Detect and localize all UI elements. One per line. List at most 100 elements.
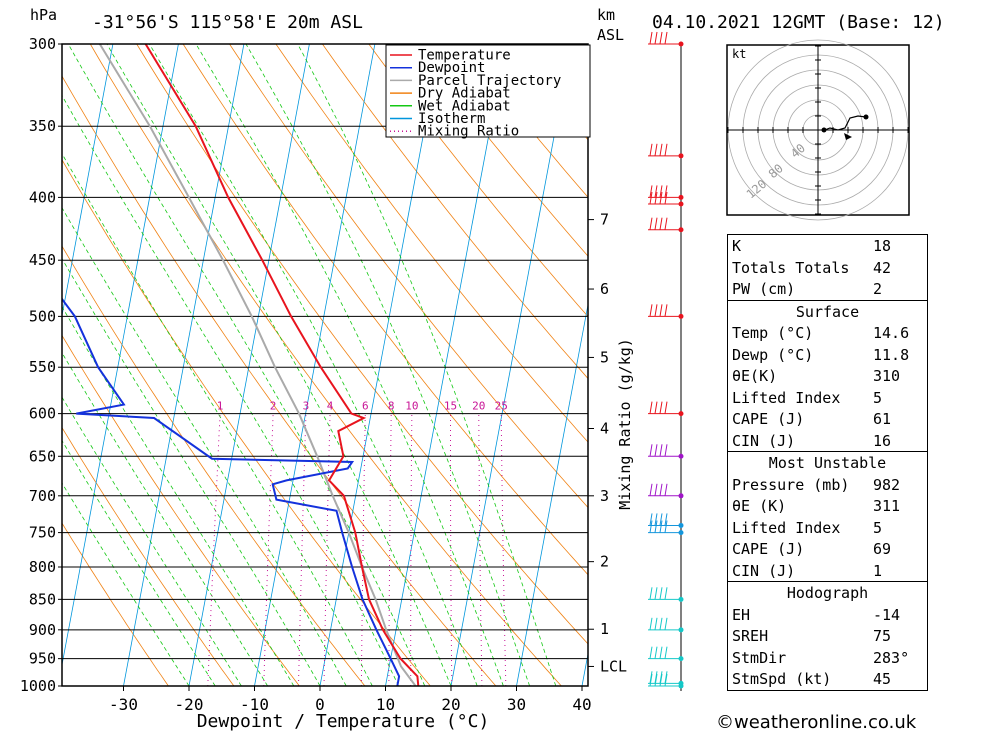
index-row: K 18 (732, 237, 892, 255)
legend-entry: Isotherm (418, 111, 485, 127)
mu-row: Pressure (mb) 982 (732, 475, 901, 494)
most-unstable-title: Most Unstable (728, 451, 927, 474)
temp-tick-label: 30 (507, 695, 526, 714)
dry-adiabat (322, 44, 588, 380)
isotherm (450, 44, 572, 686)
wind-barb (648, 31, 684, 47)
mu-row: Lifted Index 5 (732, 518, 883, 537)
km-tick-label: 2 (600, 553, 609, 571)
legend-entry: Parcel Trajectory (418, 73, 561, 89)
surface-row: Temp (°C) 14.6 (732, 324, 910, 342)
datetime-title: 04.10.2021 12GMT (Base: 12) (652, 12, 945, 33)
pressure-tick-label: 300 (29, 35, 56, 53)
pressure-tick-label: 700 (29, 487, 56, 505)
wet-adiabat (297, 44, 557, 686)
wind-barb (648, 185, 684, 200)
wet-adiabat (62, 482, 190, 686)
asl-label: ASL (597, 26, 625, 44)
isotherm (319, 44, 441, 686)
km-label: km (597, 6, 616, 24)
dewpoint-line (62, 297, 401, 686)
wind-barb (648, 587, 684, 602)
location-title: -31°56'S 115°58'E 20m ASL (92, 12, 363, 33)
pressure-tick-label: 800 (29, 558, 56, 576)
hodograph-point (821, 127, 827, 133)
mixing-ratio-line (298, 413, 307, 686)
wind-barb (648, 483, 684, 499)
mixing-ratio-axis-label: Mixing Ratio (g/kg) (616, 338, 634, 510)
wind-barb (648, 444, 684, 459)
parcel-trajectory-line (98, 44, 417, 686)
pressure-tick-label: 900 (29, 621, 56, 639)
pressure-tick-label: 600 (29, 405, 56, 423)
legend-entry: Wet Adiabat (418, 98, 511, 114)
hpa-label: hPa (30, 6, 58, 24)
surface-title: Surface (728, 299, 927, 323)
pressure-tick-label: 650 (29, 447, 56, 465)
km-tick-label: 7 (600, 211, 609, 229)
temp-tick-label: 10 (376, 695, 395, 714)
wet-adiabat (62, 396, 242, 686)
dry-adiabat (414, 44, 588, 257)
mixing-ratio-label: 2 (270, 400, 277, 413)
wind-barb (648, 143, 684, 159)
indices-table: K 18 Totals Totals 42 PW (cm) 2 Surface Tem… (727, 234, 928, 691)
wind-barb (648, 304, 684, 319)
hodo-row: EH -14 (732, 605, 901, 624)
wind-barb (648, 671, 684, 686)
plot-area (62, 44, 1000, 686)
wind-barb (648, 646, 684, 662)
x-axis-label: Dewpoint / Temperature (°C) (197, 711, 490, 732)
temp-tick-label: -20 (175, 695, 204, 714)
pressure-tick-label: 1000 (20, 677, 56, 695)
mixing-ratio-label: 3 (303, 400, 310, 413)
mixing-ratio-label: 10 (405, 400, 418, 413)
km-tick-label: LCL (600, 657, 627, 675)
mixing-ratio-label: 20 (472, 400, 485, 413)
plot-frame (61, 43, 589, 687)
pressure-tick-label: 350 (29, 117, 56, 135)
km-tick-label: 4 (600, 420, 609, 438)
km-tick-label: 3 (600, 487, 609, 505)
mu-row: θE (K) 311 (732, 497, 901, 515)
temperature-line (144, 44, 420, 686)
isotherm (385, 44, 507, 686)
hodograph-trace (821, 115, 867, 132)
pressure-tick-label: 850 (29, 590, 56, 608)
index-row: PW (cm) 2 (732, 280, 883, 298)
hodograph-title: Hodograph (728, 581, 927, 604)
hodo-row: StmSpd (kt) 45 (732, 670, 892, 688)
pressure-tick-label: 950 (29, 650, 56, 668)
wet-adiabat (245, 44, 530, 686)
dry-adiabat (926, 44, 1000, 686)
isotherm (62, 44, 114, 318)
isotherm (516, 302, 588, 686)
temp-tick-label: -30 (109, 695, 138, 714)
legend-entry: Mixing Ratio (418, 124, 519, 140)
pressure-tick-label: 450 (29, 251, 56, 269)
km-tick-label: 1 (600, 620, 609, 638)
copyright-footer: ©weatheronline.co.uk (716, 712, 917, 733)
surface-row: CIN (J) 16 (732, 431, 892, 450)
legend-entry: Dewpoint (418, 60, 485, 76)
dry-adiabat (275, 44, 588, 443)
temp-tick-label: 40 (572, 695, 591, 714)
temp-tick-label: 20 (441, 695, 460, 714)
pressure-tick-label: 550 (29, 358, 56, 376)
wind-barb (648, 191, 684, 207)
storm-motion-marker (844, 133, 852, 140)
dry-adiabat (62, 522, 169, 686)
isotherm (62, 44, 179, 667)
pressure-tick-label: 500 (29, 307, 56, 325)
wind-barb (648, 513, 684, 528)
mixing-ratio-label: 1 (217, 400, 224, 413)
dry-adiabat (972, 44, 1000, 686)
legend-entry: Temperature (418, 48, 511, 64)
surface-row: Dewp (°C) 11.8 (732, 345, 910, 364)
legend-entry: Dry Adiabat (418, 86, 511, 102)
legend-box (385, 44, 591, 138)
dry-adiabat (368, 44, 588, 318)
